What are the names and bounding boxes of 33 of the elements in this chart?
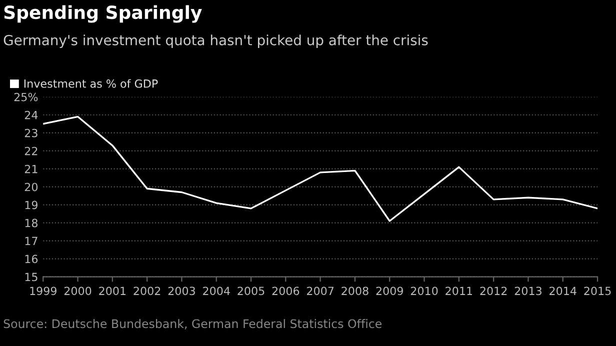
- x-tick-label: 2012: [480, 286, 507, 296]
- y-tick-label: 17: [25, 236, 38, 246]
- legend-label: Investment as % of GDP: [24, 79, 158, 88]
- x-tick-label: 2005: [238, 286, 264, 296]
- x-tick-label: 2002: [134, 286, 160, 296]
- y-tick-label: 15: [25, 272, 38, 282]
- x-tick-label: 2004: [203, 286, 230, 296]
- x-tick-label: 2010: [410, 286, 438, 296]
- x-tick-label: 2001: [99, 286, 126, 296]
- y-tick-label: 18: [25, 218, 38, 228]
- x-tick-label: 2013: [514, 286, 542, 296]
- y-tick-label: 19: [25, 200, 38, 210]
- x-tick-label: 2006: [272, 286, 300, 296]
- x-tick-label: 2011: [446, 286, 472, 296]
- y-tick-label: 21: [24, 164, 38, 174]
- chart-title: Spending Sparingly: [4, 5, 202, 23]
- y-tick-label: 22: [24, 146, 38, 156]
- y-tick-label: 16: [25, 254, 38, 264]
- y-tick-label: 20: [24, 182, 38, 192]
- x-tick-label: 2015: [584, 286, 611, 296]
- y-tick-label: 23: [24, 128, 38, 138]
- x-tick-label: 2003: [168, 286, 195, 296]
- y-tick-label: 25%: [14, 92, 38, 102]
- x-tick-label: 2000: [64, 286, 92, 296]
- x-tick-label: 2007: [306, 286, 334, 296]
- y-tick-label: 24: [24, 110, 38, 120]
- x-tick-label: 2014: [550, 286, 576, 296]
- source-note: Source: Deutsche Bundesbank, German Federal Statistics Office: [4, 319, 382, 330]
- x-tick-label: 1999: [30, 286, 56, 296]
- x-tick-label: 2008: [342, 286, 368, 296]
- line-series: [43, 116, 598, 222]
- x-tick-label: 2009: [376, 286, 403, 296]
- chart-subtitle: Germany's investment quota hasn't picked up after the crisis: [4, 34, 428, 48]
